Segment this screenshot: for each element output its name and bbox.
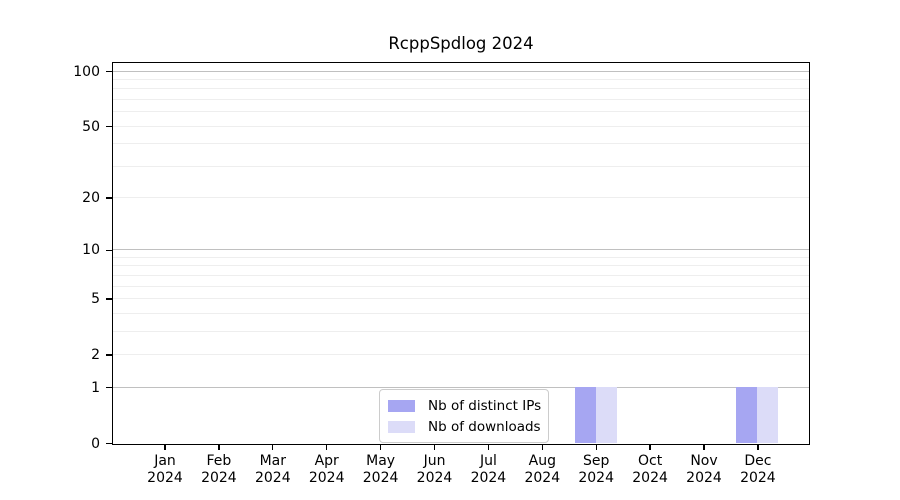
gridline-minor — [113, 285, 809, 287]
gridline-minor — [113, 88, 809, 90]
x-tick-mark — [379, 445, 382, 450]
chart-title: RcppSpdlog 2024 — [388, 34, 534, 53]
gridline-minor — [113, 256, 809, 258]
legend-swatch-distinct-ips — [388, 399, 415, 412]
y-tick-label: 10 — [82, 242, 100, 259]
plot-area: Nb of distinct IPs Nb of downloads — [112, 62, 810, 445]
gridline-major — [113, 249, 809, 251]
y-tick-mark — [106, 125, 112, 128]
gridline-minor — [113, 330, 809, 332]
gridline-minor — [113, 265, 809, 267]
y-tick-label: 2 — [91, 346, 100, 363]
y-tick-label: 0 — [91, 435, 100, 452]
x-tick-label: Aug 2024 — [524, 453, 561, 486]
y-tick-label: 5 — [91, 291, 100, 308]
x-tick-label: Jun 2024 — [416, 453, 453, 486]
gridline-minor — [113, 143, 809, 145]
legend-label-downloads: Nb of downloads — [428, 418, 541, 435]
gridline-minor — [113, 353, 809, 355]
x-tick-mark — [164, 445, 166, 450]
legend: Nb of distinct IPs Nb of downloads — [379, 389, 549, 443]
y-tick-label: 20 — [82, 190, 100, 207]
x-tick-label: May 2024 — [362, 453, 399, 486]
x-tick-label: Nov 2024 — [686, 453, 722, 486]
gridline-minor — [113, 125, 809, 127]
bar-downloads — [595, 387, 617, 443]
bar-distinct-ips — [574, 387, 596, 443]
x-tick-mark — [433, 445, 436, 450]
gridline-minor — [113, 165, 809, 167]
legend-row: Nb of distinct IPs — [388, 395, 542, 416]
x-tick-mark — [218, 445, 220, 450]
y-tick-mark — [106, 354, 112, 356]
gridline-minor — [113, 111, 809, 113]
bar-distinct-ips — [736, 387, 758, 443]
gridline-minor — [113, 274, 809, 276]
gridline-minor — [113, 78, 809, 80]
x-tick-mark — [649, 445, 651, 450]
x-tick-mark — [703, 445, 705, 450]
y-tick-mark — [106, 298, 112, 300]
x-tick-mark — [326, 445, 328, 450]
x-tick-mark — [487, 445, 490, 450]
y-tick-mark — [106, 197, 112, 199]
x-tick-mark — [272, 445, 274, 450]
legend-row: Nb of downloads — [388, 416, 541, 437]
legend-swatch-downloads — [388, 420, 415, 433]
x-tick-mark — [595, 445, 597, 450]
gridline-major — [113, 70, 809, 72]
y-tick-label: 1 — [91, 379, 100, 396]
y-tick-mark — [106, 442, 112, 445]
gridline-minor — [113, 98, 809, 100]
x-tick-label: Sep 2024 — [578, 453, 614, 486]
x-tick-mark — [541, 445, 543, 450]
gridline-minor — [113, 197, 809, 199]
x-tick-mark — [757, 445, 759, 450]
x-tick-label: Dec 2024 — [740, 453, 776, 486]
gridline-major — [113, 386, 809, 388]
gridline-minor — [113, 298, 809, 300]
y-tick-mark — [106, 249, 112, 251]
y-tick-label: 50 — [82, 118, 100, 135]
x-tick-label: Mar 2024 — [254, 453, 291, 486]
y-tick-mark — [106, 70, 112, 73]
legend-label-distinct-ips: Nb of distinct IPs — [428, 397, 542, 414]
x-tick-label: Oct 2024 — [632, 453, 668, 486]
y-tick-label: 100 — [73, 63, 100, 80]
x-tick-label: Jul 2024 — [470, 453, 507, 486]
x-tick-label: Jan 2024 — [147, 453, 183, 486]
gridline-minor — [113, 312, 809, 314]
x-tick-label: Apr 2024 — [308, 453, 345, 486]
bar-downloads — [757, 387, 779, 443]
y-tick-mark — [106, 386, 112, 389]
x-tick-label: Feb 2024 — [201, 453, 237, 486]
